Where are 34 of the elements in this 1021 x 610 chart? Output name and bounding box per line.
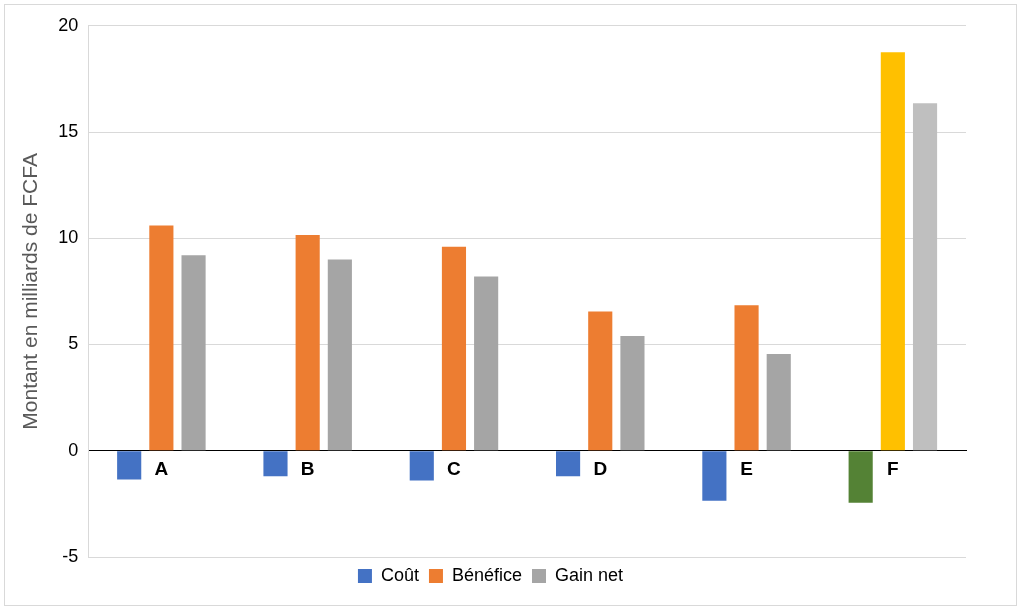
bar bbox=[620, 336, 645, 451]
legend-label: Gain net bbox=[555, 564, 624, 585]
x-tick-label: D bbox=[593, 458, 608, 480]
bar bbox=[117, 451, 142, 480]
bar bbox=[702, 451, 727, 501]
x-tick-label: A bbox=[154, 458, 169, 480]
x-tick-label: C bbox=[447, 458, 462, 480]
bar bbox=[848, 451, 873, 503]
bar bbox=[474, 276, 499, 451]
x-tick-label: F bbox=[887, 458, 899, 480]
x-tick-label: B bbox=[300, 458, 315, 480]
bar bbox=[327, 259, 352, 451]
y-tick-label: -5 bbox=[62, 545, 79, 566]
y-axis-title: Montant en milliards de FCFA bbox=[18, 153, 42, 430]
legend-label: Bénéfice bbox=[451, 564, 523, 585]
bar bbox=[263, 451, 288, 477]
x-tick-label: E bbox=[740, 458, 753, 480]
bar bbox=[880, 52, 905, 451]
bar bbox=[441, 246, 467, 451]
bar bbox=[912, 103, 938, 451]
bar bbox=[734, 305, 759, 451]
y-tick-label: 10 bbox=[58, 227, 79, 248]
y-tick-label: 15 bbox=[58, 121, 79, 142]
bar bbox=[556, 451, 581, 477]
y-tick-label: 20 bbox=[58, 14, 79, 35]
bar bbox=[181, 255, 206, 451]
bar bbox=[766, 354, 791, 451]
bar bbox=[149, 225, 174, 451]
bar bbox=[409, 451, 434, 481]
y-tick-label: 0 bbox=[68, 439, 79, 460]
bar bbox=[588, 311, 613, 451]
legend-label: Coût bbox=[380, 564, 419, 585]
y-tick-label: 5 bbox=[68, 333, 79, 354]
bar bbox=[295, 235, 320, 451]
